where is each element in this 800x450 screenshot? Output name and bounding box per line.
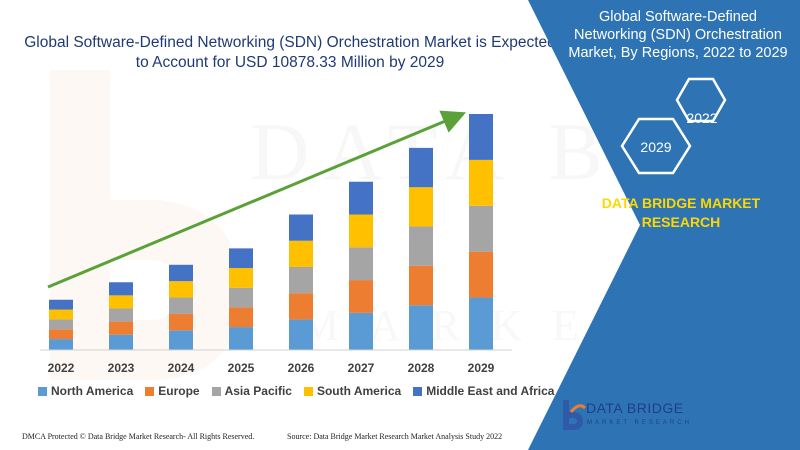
bar-2029-europe <box>469 251 493 298</box>
bar-2023-south-america <box>109 295 133 309</box>
legend-item: Asia Pacific <box>211 384 292 398</box>
hexagon-2029 <box>620 117 692 175</box>
x-tick-label: 2029 <box>468 361 495 375</box>
hexagon-2022 <box>675 77 727 123</box>
bar-2026-north-america <box>289 319 313 350</box>
bar-2028-europe <box>409 265 433 306</box>
legend-label: Asia Pacific <box>224 384 292 398</box>
bar-2025-north-america <box>229 327 253 350</box>
panel-background <box>528 0 800 450</box>
legend-label: Middle East and Africa <box>426 384 555 398</box>
bar-2029-middle-east-and-africa <box>469 114 493 160</box>
bar-2023-asia-pacific <box>109 308 133 322</box>
bar-2025-europe <box>229 307 253 328</box>
bar-2027-asia-pacific <box>349 247 373 281</box>
legend-swatch <box>145 386 155 396</box>
bar-2026-europe <box>289 293 313 320</box>
bar-2024-south-america <box>169 281 193 298</box>
bar-2023-middle-east-and-africa <box>109 282 133 296</box>
bar-2025-asia-pacific <box>229 287 253 308</box>
x-tick-label: 2024 <box>168 361 195 375</box>
legend-item: Middle East and Africa <box>413 384 554 398</box>
bar-2022-europe <box>49 329 73 340</box>
legend: North America Europe Asia Pacific South Ame… <box>38 384 566 398</box>
legend-item: North America <box>38 384 133 398</box>
x-tick-label: 2025 <box>228 361 255 375</box>
x-tick-label: 2026 <box>288 361 315 375</box>
bar-2028-north-america <box>409 305 433 350</box>
bar-2026-asia-pacific <box>289 266 313 294</box>
trend-arrow <box>47 110 467 289</box>
legend-item: Europe <box>145 384 200 398</box>
legend-label: Europe <box>158 384 200 398</box>
legend-label: North America <box>51 384 134 398</box>
legend-label: South America <box>316 384 402 398</box>
chart-title: Global Software-Defined Networking (SDN)… <box>24 34 556 71</box>
bar-2022-south-america <box>49 309 73 320</box>
legend-swatch <box>38 386 47 396</box>
logo-icon <box>563 400 587 430</box>
legend-swatch <box>211 386 221 396</box>
bar-2027-middle-east-and-africa <box>349 181 373 215</box>
source-note: Source: Data Bridge Market Research Mark… <box>287 432 503 441</box>
bar-2029-asia-pacific <box>469 205 493 252</box>
bar-2023-europe <box>109 321 133 335</box>
x-tick-label: 2027 <box>348 361 375 375</box>
x-tick-label: 2028 <box>408 361 435 375</box>
bar-2028-asia-pacific <box>409 226 433 266</box>
bar-2024-middle-east-and-africa <box>169 264 193 282</box>
bar-2028-middle-east-and-africa <box>409 147 433 188</box>
bar-2027-south-america <box>349 214 373 248</box>
legend-swatch <box>303 386 313 396</box>
bar-2022-middle-east-and-africa <box>49 299 73 310</box>
x-tick-label: 2023 <box>108 361 135 375</box>
bar-2023-north-america <box>109 334 133 350</box>
legend-swatch <box>413 386 423 396</box>
bar-2027-north-america <box>349 312 373 350</box>
bar-2026-middle-east-and-africa <box>289 214 313 241</box>
copyright-notice: DMCA Protected © Data Bridge Market Rese… <box>22 432 255 441</box>
x-tick-label: 2022 <box>48 361 75 375</box>
bar-2027-europe <box>349 280 373 313</box>
bar-2029-north-america <box>469 297 493 350</box>
bar-2029-south-america <box>469 159 493 206</box>
logo-subtitle: MARKET RESEARCH <box>587 420 692 426</box>
bar-2024-europe <box>169 313 193 331</box>
bar-2022-asia-pacific <box>49 319 73 330</box>
bar-2024-asia-pacific <box>169 297 193 314</box>
legend-item: South America <box>303 384 402 398</box>
bar-2028-south-america <box>409 187 433 227</box>
bar-2026-south-america <box>289 240 313 267</box>
bar-2025-south-america <box>229 268 253 288</box>
bar-2022-north-america <box>49 339 73 350</box>
bar-2024-north-america <box>169 330 193 350</box>
bar-2025-middle-east-and-africa <box>229 248 253 269</box>
logo-name: DATA BRIDGE <box>586 400 684 416</box>
